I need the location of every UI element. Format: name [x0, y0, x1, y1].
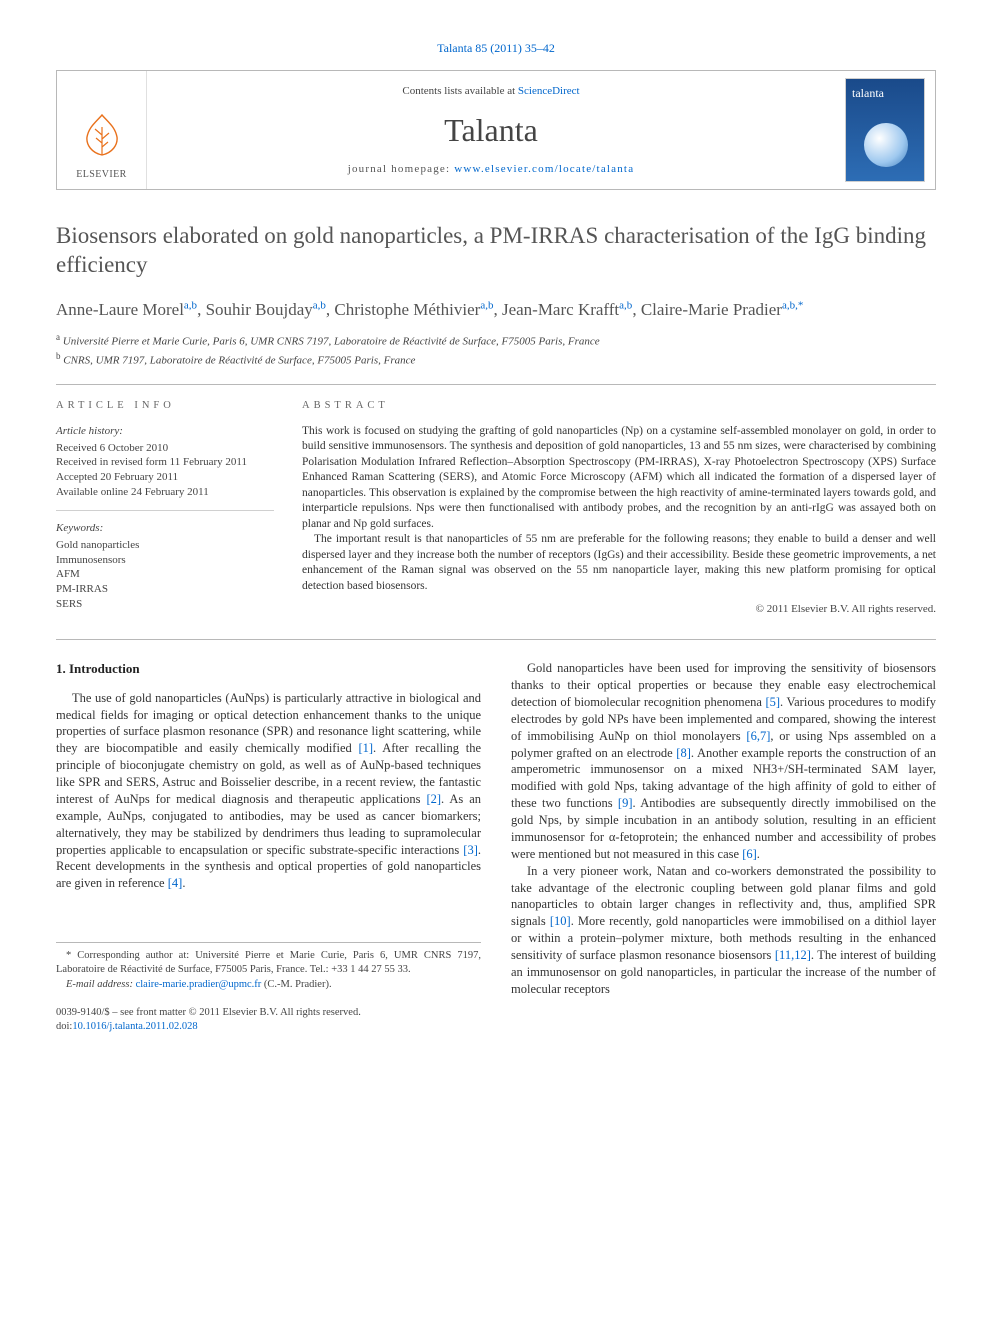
keyword: SERS [56, 597, 274, 612]
intro-heading: 1. Introduction [56, 660, 481, 678]
citation-link[interactable]: [3] [463, 843, 478, 857]
citation-link[interactable]: [6] [742, 847, 757, 861]
masthead: ELSEVIER Contents lists available at Sci… [56, 70, 936, 190]
citation-link[interactable]: [4] [168, 876, 183, 890]
citation-link[interactable]: [2] [426, 792, 441, 806]
abstract-p2: The important result is that nanoparticl… [302, 532, 936, 594]
body-paragraph: In a very pioneer work, Natan and co-wor… [511, 863, 936, 998]
masthead-center: Contents lists available at ScienceDirec… [147, 71, 835, 189]
abstract-p1: This work is focused on studying the gra… [302, 424, 936, 533]
publisher-logo-block: ELSEVIER [57, 71, 147, 189]
journal-cover-icon: talanta [845, 78, 925, 182]
abstract-label: ABSTRACT [302, 399, 936, 413]
history-revised: Received in revised form 11 February 201… [56, 455, 274, 470]
history-accepted: Accepted 20 February 2011 [56, 470, 274, 485]
body-columns: 1. Introduction The use of gold nanopart… [56, 639, 936, 1034]
footer-line-1: 0039-9140/$ – see front matter © 2011 El… [56, 1006, 481, 1020]
history-head: Article history: [56, 424, 274, 439]
citation-link[interactable]: [10] [550, 914, 571, 928]
keyword: AFM [56, 567, 274, 582]
citation-link[interactable]: [9] [618, 796, 633, 810]
body-column-left: 1. Introduction The use of gold nanopart… [56, 660, 481, 1034]
body-paragraph: The use of gold nanoparticles (AuNps) is… [56, 690, 481, 893]
citation-link[interactable]: [5] [765, 695, 780, 709]
corresponding-author-block: * Corresponding author at: Université Pi… [56, 942, 481, 992]
cover-thumb-block: talanta [835, 71, 935, 189]
corresponding-text: * Corresponding author at: Université Pi… [56, 949, 481, 977]
affiliations: a Université Pierre et Marie Curie, Pari… [56, 331, 936, 368]
citation-link[interactable]: [11,12] [775, 948, 811, 962]
footer-block: 0039-9140/$ – see front matter © 2011 El… [56, 1006, 481, 1034]
keyword: PM-IRRAS [56, 582, 274, 597]
email-label: E-mail address: [66, 979, 136, 990]
journal-reference-link[interactable]: Talanta 85 (2011) 35–42 [437, 41, 555, 55]
affiliation-b: b CNRS, UMR 7197, Laboratoire de Réactiv… [56, 350, 936, 369]
keywords-head: Keywords: [56, 521, 274, 536]
history-online: Available online 24 February 2011 [56, 485, 274, 500]
corresponding-email-line: E-mail address: claire-marie.pradier@upm… [56, 978, 481, 992]
keywords-block: Keywords: Gold nanoparticles Immunosenso… [56, 521, 274, 612]
publisher-label: ELSEVIER [76, 168, 126, 182]
article-info-label: ARTICLE INFO [56, 399, 274, 413]
sciencedirect-link[interactable]: ScienceDirect [518, 85, 580, 97]
article-title: Biosensors elaborated on gold nanopartic… [56, 222, 936, 280]
homepage-prefix: journal homepage: [348, 163, 455, 175]
homepage-line: journal homepage: www.elsevier.com/locat… [348, 162, 635, 177]
keyword: Gold nanoparticles [56, 538, 274, 553]
cover-thumb-title: talanta [852, 85, 918, 101]
body-column-right: Gold nanoparticles have been used for im… [511, 660, 936, 1034]
citation-link[interactable]: [8] [676, 746, 691, 760]
contents-prefix: Contents lists available at [402, 85, 517, 97]
journal-name: Talanta [444, 109, 538, 152]
article-history: Article history: Received 6 October 2010… [56, 424, 274, 511]
elsevier-tree-icon [74, 108, 130, 164]
email-suffix: (C.-M. Pradier). [261, 979, 331, 990]
authors-line: Anne-Laure Morela,b, Souhir Boujdaya,b, … [56, 298, 936, 322]
abstract-text: This work is focused on studying the gra… [302, 424, 936, 595]
citation-link[interactable]: [6,7] [746, 729, 770, 743]
history-received: Received 6 October 2010 [56, 441, 274, 456]
abstract-column: ABSTRACT This work is focused on studyin… [302, 399, 936, 617]
affiliation-a: a Université Pierre et Marie Curie, Pari… [56, 331, 936, 350]
body-paragraph: Gold nanoparticles have been used for im… [511, 660, 936, 863]
email-link[interactable]: claire-marie.pradier@upmc.fr [136, 979, 262, 990]
contents-line: Contents lists available at ScienceDirec… [402, 84, 579, 99]
footer-doi: doi:10.1016/j.talanta.2011.02.028 [56, 1020, 481, 1034]
article-info-column: ARTICLE INFO Article history: Received 6… [56, 399, 274, 617]
cover-circle-icon [864, 123, 908, 167]
keyword: Immunosensors [56, 553, 274, 568]
citation-link[interactable]: [1] [358, 741, 373, 755]
copyright-line: © 2011 Elsevier B.V. All rights reserved… [302, 602, 936, 617]
doi-link[interactable]: 10.1016/j.talanta.2011.02.028 [72, 1021, 197, 1032]
homepage-link[interactable]: www.elsevier.com/locate/talanta [454, 163, 634, 175]
